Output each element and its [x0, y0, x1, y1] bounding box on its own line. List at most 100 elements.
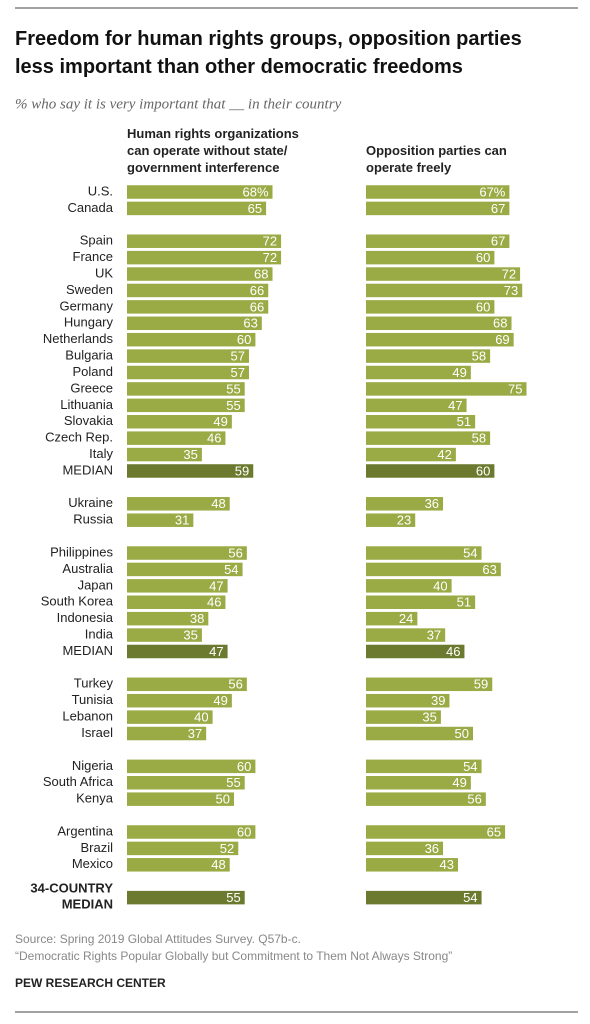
bar: [127, 398, 245, 413]
category-label: Germany: [60, 298, 114, 313]
value-label: 65: [487, 824, 501, 839]
value-label: 52: [220, 841, 234, 856]
value-label: 55: [226, 890, 240, 905]
value-label: 56: [467, 792, 481, 807]
value-label: 58: [472, 349, 486, 364]
value-label: 60: [476, 299, 490, 314]
bar: [127, 644, 228, 659]
value-label: 49: [213, 693, 227, 708]
value-label: 59: [235, 463, 249, 478]
category-label: Netherlands: [43, 331, 114, 346]
bar: [366, 693, 450, 708]
bar: [366, 414, 476, 429]
value-label: 55: [226, 381, 240, 396]
value-label: 37: [427, 628, 441, 643]
bar: [127, 579, 228, 593]
bar: [366, 792, 486, 806]
value-label: 54: [463, 890, 477, 905]
value-label: 40: [194, 710, 208, 725]
category-label: Hungary: [64, 315, 114, 330]
bar: [127, 726, 207, 741]
bar: [366, 300, 495, 314]
bar: [366, 759, 482, 774]
category-label: South Korea: [41, 594, 114, 609]
category-label: Australia: [62, 561, 113, 576]
value-label: 50: [216, 792, 230, 807]
bar: [366, 234, 510, 248]
bar: [127, 497, 230, 511]
category-label: Poland: [73, 364, 113, 379]
bar: [366, 497, 444, 511]
bar: [366, 776, 471, 790]
bar: [127, 431, 226, 445]
value-label: 57: [231, 349, 245, 364]
bar: [366, 611, 418, 626]
value-label: 56: [228, 677, 242, 692]
category-label: Bulgaria: [65, 348, 113, 363]
bar: [127, 185, 273, 199]
category-label: Brazil: [80, 840, 113, 855]
category-label: Slovakia: [64, 413, 114, 428]
value-label: 49: [452, 365, 466, 380]
value-label: 55: [226, 398, 240, 413]
bar: [127, 562, 243, 577]
value-label: 47: [209, 644, 223, 659]
bar: [127, 332, 256, 347]
value-label: 63: [243, 316, 257, 331]
bar: [127, 267, 273, 281]
bar: [366, 825, 506, 839]
bar: [127, 234, 282, 248]
bar: [127, 759, 256, 774]
bar: [366, 677, 493, 692]
bar: [127, 628, 202, 642]
bar: [366, 447, 456, 462]
category-label: Philippines: [50, 544, 113, 559]
value-label: 67: [491, 234, 505, 249]
bar: [366, 283, 523, 298]
column-header: Opposition parties can operate freely: [366, 143, 507, 175]
note: “Democratic Rights Popular Globally but …: [15, 949, 452, 963]
bar: [366, 579, 452, 593]
value-label: 36: [425, 841, 439, 856]
category-label: Lebanon: [62, 709, 113, 724]
value-label: 60: [237, 824, 251, 839]
value-label: 48: [211, 857, 225, 872]
bar: [127, 677, 247, 692]
bar: [127, 792, 234, 806]
category-label: Tunisia: [72, 692, 114, 707]
value-label: 72: [263, 250, 277, 265]
subtitle: % who say it is very important that __ i…: [15, 96, 342, 112]
category-label: Russia: [73, 512, 114, 527]
value-label: 60: [237, 759, 251, 774]
bar: [366, 858, 459, 872]
category-label: France: [73, 249, 113, 264]
value-label: 67: [491, 201, 505, 216]
bar: [366, 464, 495, 478]
value-label: 60: [476, 250, 490, 265]
bar: [366, 431, 491, 445]
value-label: 57: [231, 365, 245, 380]
value-label: 75: [508, 381, 522, 396]
bar: [366, 332, 514, 347]
bar: [127, 250, 282, 265]
value-label: 23: [397, 513, 411, 528]
bar: [366, 316, 512, 331]
bar: [127, 841, 239, 856]
bar: [366, 382, 527, 396]
value-label: 66: [250, 283, 264, 298]
value-label: 51: [457, 595, 471, 610]
bar: [127, 447, 202, 462]
bar: [127, 693, 232, 708]
bar: [127, 611, 209, 626]
bar: [366, 841, 444, 856]
bar: [366, 349, 491, 363]
category-label: Japan: [78, 577, 113, 592]
bar: [127, 283, 269, 298]
value-label: 35: [422, 710, 436, 725]
value-label: 56: [228, 545, 242, 560]
value-label: 72: [502, 266, 516, 281]
value-label: 65: [248, 201, 262, 216]
credit: PEW RESEARCH CENTER: [15, 976, 166, 990]
bar: [366, 546, 482, 560]
